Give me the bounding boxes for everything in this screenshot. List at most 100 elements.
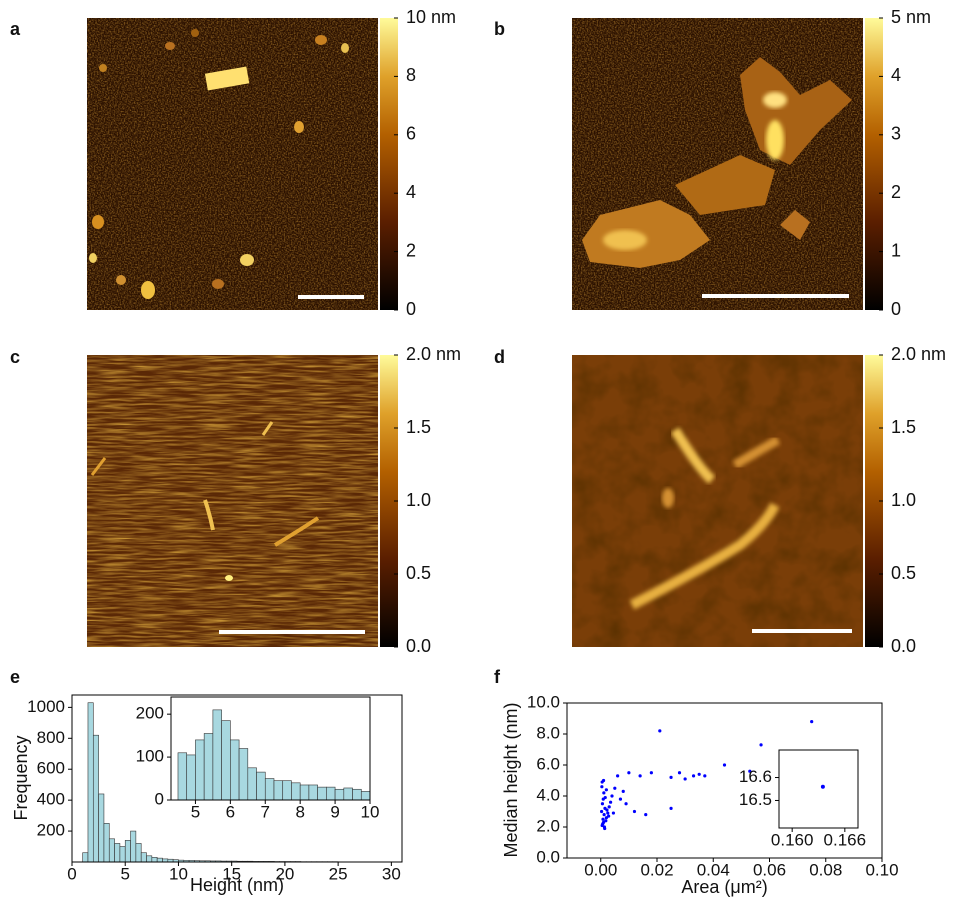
scatter-point: [669, 807, 672, 810]
colorbar: [380, 18, 398, 310]
histogram-bar: [88, 703, 93, 862]
histogram-bar: [152, 857, 157, 862]
scatter-point: [610, 794, 613, 797]
histogram-bar: [195, 740, 204, 800]
colorbar-tick-label: 2.0 nm: [891, 344, 946, 364]
scatter-point: [821, 785, 825, 789]
x-axis-label: Height (nm): [190, 875, 284, 895]
y-tick-label: 1000: [27, 697, 65, 716]
scatter-point: [650, 771, 653, 774]
image-texture: [87, 355, 378, 647]
feature: [92, 215, 104, 229]
histogram-bar: [213, 710, 222, 800]
colorbar-tick-label: 3: [891, 124, 901, 144]
x-tick-label: 0.160: [771, 830, 814, 849]
histogram-bar: [99, 794, 104, 862]
histogram-bar: [141, 853, 146, 862]
y-tick-label: 8.0: [536, 723, 560, 742]
colorbar-tick-label: 1: [891, 240, 901, 260]
scatter-point: [604, 819, 607, 822]
y-tick-label: 2.0: [536, 816, 560, 835]
scatter-point: [633, 810, 636, 813]
y-tick-label: 10.0: [527, 692, 560, 711]
histogram-bar: [120, 847, 125, 862]
scatter-point: [698, 773, 701, 776]
histogram-bar: [115, 843, 120, 862]
histogram-bar: [187, 755, 196, 800]
feature: [766, 120, 784, 160]
colorbar: [865, 18, 883, 310]
image-texture: [87, 18, 378, 310]
x-tick-label: 9: [330, 802, 339, 821]
feature: [240, 254, 254, 266]
afm-image: [572, 355, 863, 647]
histogram-bar: [335, 789, 344, 800]
y-axis-label: Frequency: [11, 735, 31, 820]
panel-label: b: [494, 19, 505, 39]
panel-label: c: [10, 347, 20, 367]
feature: [141, 281, 155, 299]
x-tick-label: 8: [295, 802, 304, 821]
scatter-point: [601, 822, 604, 825]
feature: [116, 275, 126, 285]
colorbar-tick-label: 2.0 nm: [406, 344, 461, 364]
x-tick-label: 30: [382, 864, 401, 883]
y-tick-label: 200: [37, 821, 65, 840]
axes-background: [779, 750, 858, 828]
scatter-point: [619, 798, 622, 801]
y-tick-label: 200: [136, 704, 164, 723]
scatter-point: [601, 780, 604, 783]
y-tick-label: 400: [37, 790, 65, 809]
scatter-point: [612, 811, 615, 814]
scatter-point: [613, 787, 616, 790]
image-texture: [572, 18, 863, 310]
x-tick-label: 10: [361, 802, 380, 821]
scatter-point: [810, 720, 813, 723]
scatter-point: [678, 771, 681, 774]
scatter-point: [603, 813, 606, 816]
colorbar-tick-label: 6: [406, 124, 416, 144]
colorbar-tick-label: 0.0: [891, 636, 916, 656]
feature: [165, 42, 175, 50]
histogram-bar: [178, 753, 187, 800]
x-tick-label: 25: [329, 864, 348, 883]
y-tick-label: 6.0: [536, 754, 560, 773]
colorbar-tick-label: 0.5: [891, 563, 916, 583]
scatter-point: [624, 802, 627, 805]
colorbar-tick-label: 1.0: [891, 490, 916, 510]
histogram-bar: [344, 788, 353, 800]
panel-label: e: [10, 667, 20, 687]
histogram-bar: [104, 823, 109, 862]
scatter-point: [616, 774, 619, 777]
histogram-bar: [157, 858, 162, 862]
feature: [99, 64, 107, 72]
y-tick-label: 16.6: [739, 767, 772, 786]
histogram-bar: [274, 781, 283, 800]
y-tick-label: 0.0: [536, 847, 560, 866]
colorbar-tick-label: 0: [891, 299, 901, 319]
histogram-bar: [83, 853, 88, 862]
x-tick-label: 0.00: [584, 860, 617, 879]
scatter-point: [600, 785, 603, 788]
y-axis-label: Median height (nm): [501, 702, 521, 857]
histogram-bar: [353, 789, 362, 800]
scatter-point: [606, 811, 609, 814]
y-tick-label: 800: [37, 728, 65, 747]
x-tick-label: 0.166: [824, 830, 867, 849]
image-texture: [572, 355, 863, 647]
y-tick-label: 4.0: [536, 785, 560, 804]
feature: [225, 575, 233, 581]
feature: [662, 488, 674, 508]
histogram-bar: [136, 843, 141, 862]
x-tick-label: 7: [261, 802, 270, 821]
histogram-bar: [248, 768, 257, 800]
scatter-point: [603, 827, 606, 830]
x-tick-label: 0.10: [865, 860, 898, 879]
feature: [341, 43, 349, 53]
scatter-point: [644, 813, 647, 816]
feature: [89, 253, 97, 263]
x-tick-label: 0: [67, 864, 76, 883]
scatter-point: [759, 743, 762, 746]
histogram-bar: [326, 787, 335, 800]
